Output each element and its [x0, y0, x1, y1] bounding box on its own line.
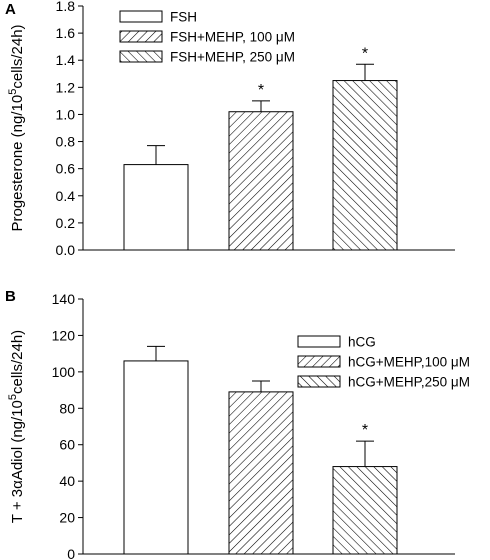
significance-marker: *	[362, 422, 368, 439]
chart-panel-a: A 0.0 0.2 0.4 0.6 0.8 1.0 1.2 1.4 1.6 1.8 Progester…	[5, 0, 455, 258]
y-tick-label: 1.0	[56, 106, 76, 122]
legend-label: hCG+MEHP,250 μM	[348, 375, 470, 390]
bar	[123, 164, 189, 251]
y-axis-label-suffix: cells/24h)	[9, 24, 26, 88]
legend-label: hCG	[348, 335, 376, 350]
bar	[332, 80, 398, 251]
y-tick-label: 40	[59, 473, 75, 489]
chart-panel-b: B 0 20 40 60 80 100 120 140 T + 3αAdiol (ng/105ce…	[5, 288, 470, 560]
legend: hCG hCG+MEHP,100 μM hCG+MEHP,250 μM	[297, 335, 470, 390]
panel-letter: B	[5, 288, 16, 305]
y-tick-label: 1.4	[56, 52, 76, 68]
legend-swatch	[119, 30, 163, 43]
bar	[332, 466, 398, 555]
y-axis-label: T + 3αAdiol (ng/105cells/24h)	[7, 330, 26, 523]
y-tick-label: 0.2	[56, 215, 76, 231]
y-axis-label-prefix: Progesterone (ng/10	[9, 95, 26, 232]
y-tick-label: 20	[59, 510, 75, 526]
legend-label: FSH+MEHP, 100 μM	[170, 30, 295, 45]
legend: FSH FSH+MEHP, 100 μM FSH+MEHP, 250 μM	[119, 10, 295, 65]
y-tick-label: 60	[59, 437, 75, 453]
legend-swatch	[297, 375, 341, 388]
y-axis-label-suffix: cells/24h)	[9, 330, 26, 394]
legend-swatch	[119, 10, 163, 23]
y-tick-label: 1.2	[56, 79, 76, 95]
y-tick-label: 0.4	[56, 188, 76, 204]
legend-swatch	[119, 50, 163, 63]
y-tick-label: 80	[59, 400, 75, 416]
bar	[228, 111, 294, 251]
y-tick-label: 100	[52, 364, 76, 380]
legend-label: hCG+MEHP,100 μM	[348, 355, 470, 370]
y-axis-label-superscript: 5	[7, 394, 19, 400]
y-tick-label: 0	[67, 546, 75, 560]
y-tick-label: 1.6	[56, 25, 76, 41]
bar	[228, 391, 294, 555]
y-tick-label: 0.0	[56, 242, 76, 258]
legend-label: FSH+MEHP, 250 μM	[170, 50, 295, 65]
panel-letter: A	[5, 1, 16, 18]
y-axis-label: Progesterone (ng/105cells/24h)	[7, 24, 26, 231]
significance-marker: *	[362, 45, 368, 62]
y-tick-label: 140	[52, 291, 76, 307]
y-axis-label-prefix: T + 3αAdiol (ng/10	[9, 400, 26, 523]
legend-swatch	[297, 335, 341, 348]
y-axis-label-superscript: 5	[7, 89, 19, 95]
y-tick-label: 0.8	[56, 134, 76, 150]
bar	[123, 360, 189, 555]
y-tick-label: 120	[52, 327, 76, 343]
y-tick-label: 0.6	[56, 161, 76, 177]
legend-swatch	[297, 355, 341, 368]
y-tick-label: 1.8	[56, 0, 76, 14]
legend-label: FSH	[170, 10, 197, 25]
significance-marker: *	[258, 82, 264, 99]
